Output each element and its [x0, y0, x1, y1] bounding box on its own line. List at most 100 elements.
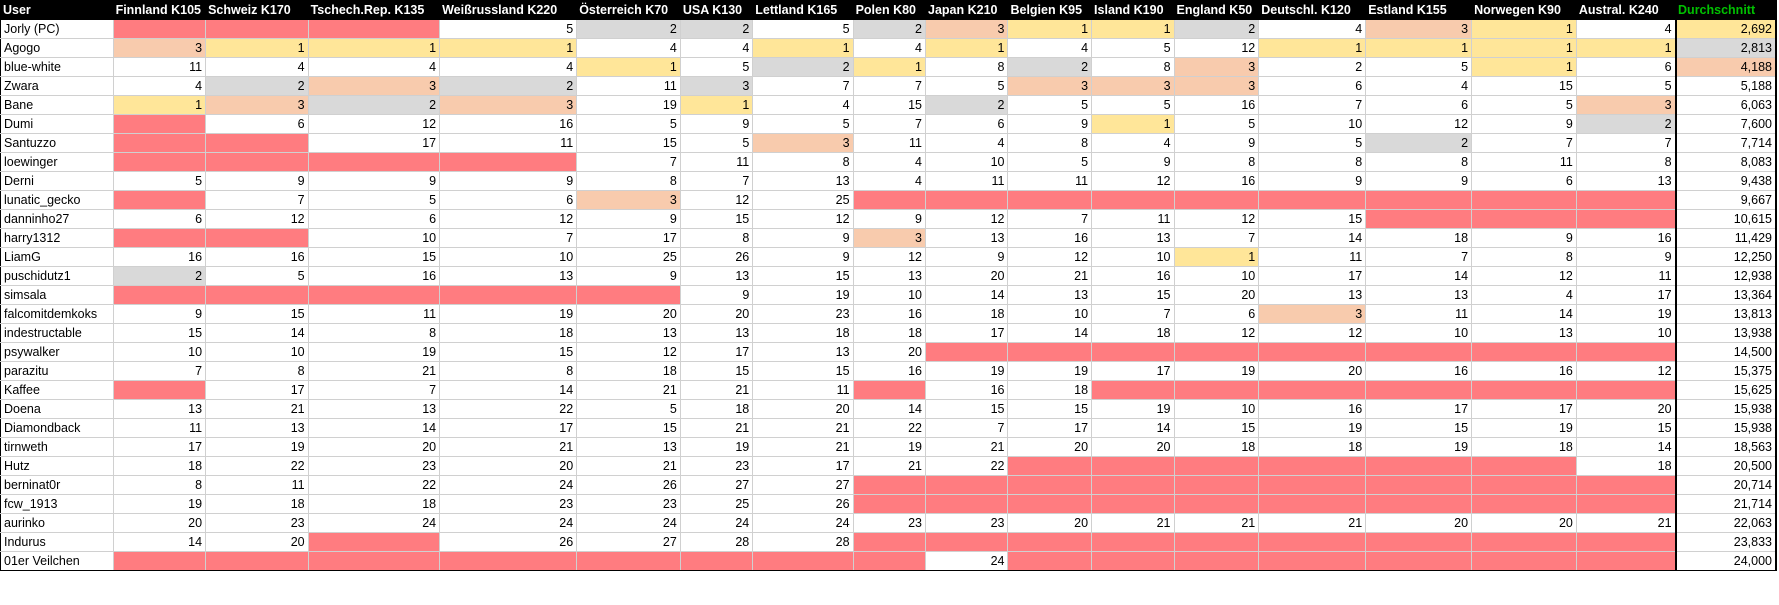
- rank-cell[interactable]: 13: [1365, 285, 1473, 305]
- header-country[interactable]: Belgien K95: [1007, 0, 1093, 20]
- user-cell[interactable]: Bane: [0, 95, 114, 115]
- rank-cell[interactable]: 5: [924, 76, 1009, 96]
- rank-cell[interactable]: 3: [439, 95, 578, 115]
- user-cell[interactable]: 01er Veilchen: [0, 551, 114, 571]
- rank-cell[interactable]: 1: [1091, 19, 1175, 39]
- rank-cell[interactable]: 9: [924, 247, 1009, 267]
- rank-cell[interactable]: 19: [1173, 361, 1260, 381]
- rank-cell[interactable]: 9: [1091, 152, 1175, 172]
- rank-cell[interactable]: 12: [852, 247, 927, 267]
- rank-cell[interactable]: [576, 285, 681, 305]
- user-cell[interactable]: harry1312: [0, 228, 114, 248]
- rank-cell[interactable]: 7: [1007, 209, 1093, 229]
- rank-cell[interactable]: [205, 152, 309, 172]
- rank-cell[interactable]: 17: [1365, 399, 1473, 419]
- rank-cell[interactable]: [1007, 475, 1093, 495]
- average-cell[interactable]: 12,938: [1674, 266, 1778, 286]
- rank-cell[interactable]: 18: [1365, 228, 1473, 248]
- average-cell[interactable]: 13,813: [1674, 304, 1778, 324]
- rank-cell[interactable]: 16: [112, 247, 207, 267]
- rank-cell[interactable]: [112, 190, 207, 210]
- rank-cell[interactable]: 6: [924, 114, 1009, 134]
- rank-cell[interactable]: 11: [205, 475, 309, 495]
- rank-cell[interactable]: 12: [679, 190, 754, 210]
- rank-cell[interactable]: 13: [576, 323, 681, 343]
- average-cell[interactable]: 20,714: [1674, 475, 1778, 495]
- rank-cell[interactable]: [1365, 532, 1473, 552]
- rank-cell[interactable]: 12: [1091, 171, 1175, 191]
- rank-cell[interactable]: [1258, 532, 1367, 552]
- rank-cell[interactable]: [1258, 380, 1367, 400]
- rank-cell[interactable]: [1173, 456, 1260, 476]
- user-cell[interactable]: psywalker: [0, 342, 114, 362]
- rank-cell[interactable]: 5: [1007, 95, 1093, 115]
- rank-cell[interactable]: 21: [679, 418, 754, 438]
- rank-cell[interactable]: 15: [439, 342, 578, 362]
- rank-cell[interactable]: 2: [1173, 19, 1260, 39]
- rank-cell[interactable]: [1091, 380, 1175, 400]
- rank-cell[interactable]: [1575, 551, 1677, 571]
- rank-cell[interactable]: [852, 551, 927, 571]
- rank-cell[interactable]: [1091, 190, 1175, 210]
- average-cell[interactable]: 20,500: [1674, 456, 1778, 476]
- rank-cell[interactable]: 4: [307, 57, 441, 77]
- rank-cell[interactable]: 23: [752, 304, 854, 324]
- rank-cell[interactable]: 15: [576, 418, 681, 438]
- rank-cell[interactable]: 11: [852, 133, 927, 153]
- user-cell[interactable]: Agogo: [0, 38, 114, 58]
- rank-cell[interactable]: 6: [112, 209, 207, 229]
- rank-cell[interactable]: 9: [852, 209, 927, 229]
- rank-cell[interactable]: 7: [752, 76, 854, 96]
- rank-cell[interactable]: 10: [924, 152, 1009, 172]
- average-cell[interactable]: 22,063: [1674, 513, 1778, 533]
- rank-cell[interactable]: [1091, 494, 1175, 514]
- rank-cell[interactable]: 20: [752, 399, 854, 419]
- rank-cell[interactable]: 5: [307, 190, 441, 210]
- rank-cell[interactable]: 18: [924, 304, 1009, 324]
- rank-cell[interactable]: 3: [1007, 76, 1093, 96]
- rank-cell[interactable]: 5: [1575, 76, 1677, 96]
- rank-cell[interactable]: 25: [679, 494, 754, 514]
- rank-cell[interactable]: 3: [1365, 19, 1473, 39]
- rank-cell[interactable]: 25: [576, 247, 681, 267]
- rank-cell[interactable]: 23: [205, 513, 309, 533]
- rank-cell[interactable]: 8: [439, 361, 578, 381]
- rank-cell[interactable]: 9: [1365, 171, 1473, 191]
- rank-cell[interactable]: 11: [576, 76, 681, 96]
- rank-cell[interactable]: 20: [1471, 513, 1577, 533]
- rank-cell[interactable]: [1258, 475, 1367, 495]
- rank-cell[interactable]: 11: [112, 57, 207, 77]
- rank-cell[interactable]: 5: [112, 171, 207, 191]
- rank-cell[interactable]: 7: [1365, 247, 1473, 267]
- rank-cell[interactable]: 20: [205, 532, 309, 552]
- rank-cell[interactable]: 10: [1091, 247, 1175, 267]
- rank-cell[interactable]: 7: [852, 114, 927, 134]
- rank-cell[interactable]: 10: [1173, 266, 1260, 286]
- rank-cell[interactable]: 16: [1173, 171, 1260, 191]
- rank-cell[interactable]: 21: [307, 361, 441, 381]
- rank-cell[interactable]: 26: [439, 532, 578, 552]
- rank-cell[interactable]: 16: [924, 380, 1009, 400]
- rank-cell[interactable]: 20: [439, 456, 578, 476]
- rank-cell[interactable]: 17: [439, 418, 578, 438]
- rank-cell[interactable]: 7: [1471, 133, 1577, 153]
- header-country[interactable]: Japan K210: [924, 0, 1009, 20]
- rank-cell[interactable]: [1471, 380, 1577, 400]
- rank-cell[interactable]: [1575, 190, 1677, 210]
- user-cell[interactable]: puschidutz1: [0, 266, 114, 286]
- rank-cell[interactable]: 20: [852, 342, 927, 362]
- rank-cell[interactable]: [576, 551, 681, 571]
- rank-cell[interactable]: 10: [307, 228, 441, 248]
- rank-cell[interactable]: 9: [679, 285, 754, 305]
- rank-cell[interactable]: 7: [1575, 133, 1677, 153]
- rank-cell[interactable]: 16: [1173, 95, 1260, 115]
- rank-cell[interactable]: 20: [1091, 437, 1175, 457]
- rank-cell[interactable]: 18: [307, 494, 441, 514]
- rank-cell[interactable]: [307, 285, 441, 305]
- rank-cell[interactable]: [1471, 494, 1577, 514]
- rank-cell[interactable]: 7: [112, 361, 207, 381]
- rank-cell[interactable]: 5: [1007, 152, 1093, 172]
- rank-cell[interactable]: 12: [1173, 38, 1260, 58]
- rank-cell[interactable]: 10: [439, 247, 578, 267]
- rank-cell[interactable]: 1: [852, 57, 927, 77]
